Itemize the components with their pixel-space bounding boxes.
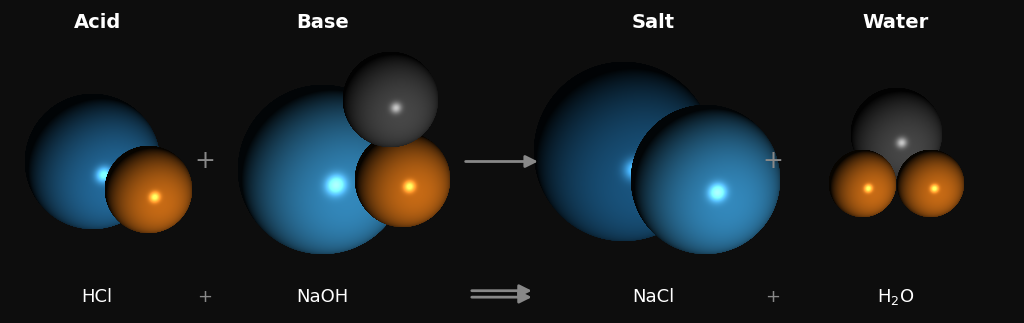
Text: +: +	[195, 150, 215, 173]
Text: +: +	[198, 288, 212, 306]
Text: NaCl: NaCl	[632, 288, 675, 306]
Text: Salt: Salt	[632, 13, 675, 32]
Text: HCl: HCl	[82, 288, 113, 306]
Text: Acid: Acid	[74, 13, 121, 32]
Text: NaOH: NaOH	[296, 288, 349, 306]
Text: +: +	[763, 150, 783, 173]
Text: Base: Base	[296, 13, 349, 32]
Text: H$_2$O: H$_2$O	[878, 287, 914, 307]
Text: Water: Water	[863, 13, 929, 32]
Text: +: +	[766, 288, 780, 306]
